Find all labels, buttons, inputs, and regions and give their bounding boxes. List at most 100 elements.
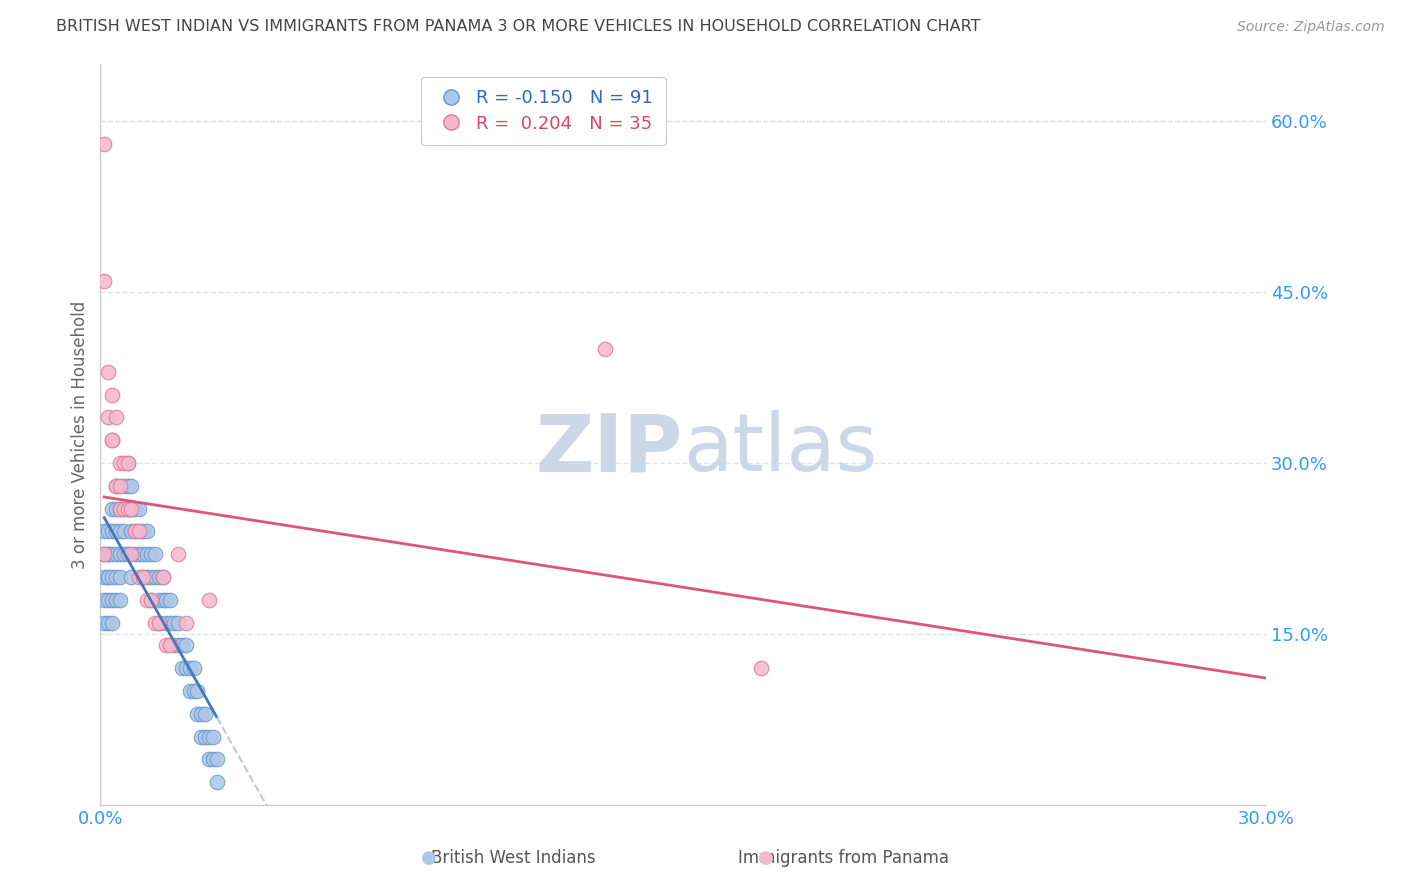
Point xyxy=(190,730,212,744)
Point xyxy=(101,524,124,539)
Point xyxy=(108,593,131,607)
Point xyxy=(132,570,155,584)
Point xyxy=(112,479,135,493)
Point xyxy=(108,456,131,470)
Point xyxy=(201,730,224,744)
Point xyxy=(128,524,150,539)
Point xyxy=(108,479,131,493)
Point xyxy=(128,570,150,584)
Point xyxy=(174,639,197,653)
Point xyxy=(120,524,142,539)
Point xyxy=(167,547,190,561)
Point xyxy=(167,615,190,630)
Point xyxy=(104,524,127,539)
Point xyxy=(132,524,155,539)
Point xyxy=(186,706,208,721)
Point xyxy=(120,501,142,516)
Point xyxy=(159,639,181,653)
Point xyxy=(136,524,159,539)
Point xyxy=(136,570,159,584)
Legend: R = -0.150   N = 91, R =  0.204   N = 35: R = -0.150 N = 91, R = 0.204 N = 35 xyxy=(420,77,666,145)
Point xyxy=(93,615,115,630)
Point xyxy=(124,501,146,516)
Point xyxy=(117,501,139,516)
Point xyxy=(201,752,224,766)
Point xyxy=(136,547,159,561)
Point xyxy=(104,479,127,493)
Point xyxy=(101,387,124,401)
Point xyxy=(112,547,135,561)
Point xyxy=(101,570,124,584)
Point xyxy=(93,547,115,561)
Point xyxy=(108,501,131,516)
Point xyxy=(148,570,170,584)
Point xyxy=(152,570,174,584)
Point xyxy=(183,661,205,675)
Point xyxy=(97,593,120,607)
Point xyxy=(117,456,139,470)
Point xyxy=(108,501,131,516)
Point xyxy=(93,136,115,151)
Point xyxy=(136,593,159,607)
Point xyxy=(101,593,124,607)
Point xyxy=(117,479,139,493)
Text: ●: ● xyxy=(420,848,437,866)
Point xyxy=(108,547,131,561)
Point xyxy=(148,593,170,607)
Point xyxy=(132,547,155,561)
Point xyxy=(124,524,146,539)
Point xyxy=(97,410,120,425)
Y-axis label: 3 or more Vehicles in Household: 3 or more Vehicles in Household xyxy=(72,301,89,569)
Point xyxy=(97,547,120,561)
Text: BRITISH WEST INDIAN VS IMMIGRANTS FROM PANAMA 3 OR MORE VEHICLES IN HOUSEHOLD CO: BRITISH WEST INDIAN VS IMMIGRANTS FROM P… xyxy=(56,20,981,34)
Point xyxy=(120,501,142,516)
Point xyxy=(139,593,162,607)
Text: Immigrants from Panama: Immigrants from Panama xyxy=(738,849,949,867)
Point xyxy=(139,547,162,561)
Point xyxy=(97,365,120,379)
Point xyxy=(108,524,131,539)
Point xyxy=(101,434,124,448)
Point xyxy=(155,639,177,653)
Point xyxy=(198,752,221,766)
Point xyxy=(97,547,120,561)
Text: ZIP: ZIP xyxy=(536,410,683,489)
Point xyxy=(198,593,221,607)
Point xyxy=(112,501,135,516)
Text: atlas: atlas xyxy=(683,410,877,489)
Point xyxy=(143,615,166,630)
Point xyxy=(104,547,127,561)
Point xyxy=(104,410,127,425)
Point xyxy=(124,547,146,561)
Point xyxy=(104,479,127,493)
Point xyxy=(179,684,201,698)
Point xyxy=(104,501,127,516)
Point xyxy=(108,570,131,584)
Point xyxy=(97,570,120,584)
Point xyxy=(749,661,772,675)
Point xyxy=(93,593,115,607)
Point xyxy=(120,547,142,561)
Point xyxy=(190,706,212,721)
Point xyxy=(170,661,193,675)
Point xyxy=(148,615,170,630)
Point xyxy=(186,684,208,698)
Point xyxy=(128,524,150,539)
Point xyxy=(163,639,186,653)
Point xyxy=(117,456,139,470)
Point xyxy=(128,547,150,561)
Point xyxy=(159,593,181,607)
Point xyxy=(143,547,166,561)
Point xyxy=(124,524,146,539)
Point xyxy=(194,730,217,744)
Point xyxy=(112,456,135,470)
Point xyxy=(93,274,115,288)
Point xyxy=(120,570,142,584)
Point xyxy=(155,593,177,607)
Point xyxy=(97,615,120,630)
Point xyxy=(143,570,166,584)
Point xyxy=(183,684,205,698)
Point xyxy=(104,570,127,584)
Point xyxy=(205,775,228,789)
Point xyxy=(93,570,115,584)
